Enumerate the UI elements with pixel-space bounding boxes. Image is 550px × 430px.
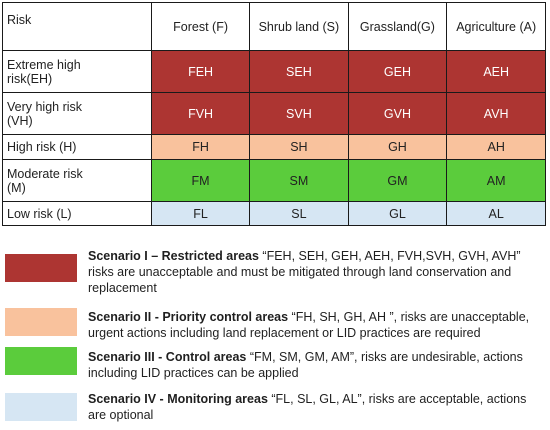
header-grassland: Grassland(G)	[347, 2, 448, 51]
row-low: Low risk (L) FL SL GL AL	[2, 201, 546, 226]
row-label-line1: Moderate risk	[7, 166, 83, 181]
cell-sm: SM	[249, 159, 349, 202]
cell-al: AL	[446, 201, 546, 226]
legend-swatch-scenario-4	[5, 393, 77, 421]
legend-title: Scenario III - Control areas	[88, 350, 247, 364]
cell-gl: GL	[347, 201, 448, 226]
cell-gh: GH	[347, 134, 448, 160]
cell-avh: AVH	[446, 92, 546, 135]
row-label: High risk (H)	[2, 134, 152, 160]
legend-description: “FM, SM, GM, AM”, risks are undesirable,…	[88, 350, 523, 380]
cell-sh: SH	[249, 134, 349, 160]
row-label: Very high risk (VH)	[2, 92, 152, 135]
cell-gm: GM	[347, 159, 448, 202]
row-label: Moderate risk (M)	[2, 159, 152, 202]
legend-text-scenario-1: Scenario I – Restricted areas “FEH, SEH,…	[88, 248, 543, 296]
cell-fvh: FVH	[150, 92, 251, 135]
legend-text-scenario-3: Scenario III - Control areas “FM, SM, GM…	[88, 349, 543, 381]
row-label: Extreme high risk(EH)	[2, 50, 152, 93]
cell-seh: SEH	[249, 50, 349, 93]
row-label-line2: (M)	[7, 180, 26, 195]
row-label-line1: Extreme high	[7, 57, 81, 72]
header-corner: Risk	[2, 2, 152, 51]
cell-aeh: AEH	[446, 50, 546, 93]
row-label-line2: risk(EH)	[7, 71, 53, 86]
table-header-row: Risk Forest (F) Shrub land (S) Grassland…	[2, 2, 546, 51]
legend-title: Scenario I – Restricted areas	[88, 249, 259, 263]
cell-fm: FM	[150, 159, 251, 202]
cell-svh: SVH	[249, 92, 349, 135]
legend-description: “FH, SH, GH, AH ”, risks are unacceptabl…	[88, 310, 530, 340]
legend-title: Scenario II - Priority control areas	[88, 310, 289, 324]
cell-ah: AH	[446, 134, 546, 160]
header-forest: Forest (F)	[150, 2, 251, 51]
legend-swatch-scenario-2	[5, 308, 77, 336]
legend-description: “FL, SL, GL, AL”, risks are acceptable, …	[88, 392, 527, 422]
row-moderate: Moderate risk (M) FM SM GM AM	[2, 159, 546, 202]
row-label: Low risk (L)	[2, 201, 152, 226]
cell-am: AM	[446, 159, 546, 202]
legend-description: “FEH, SEH, GEH, AEH, FVH,SVH, GVH, AVH” …	[88, 249, 521, 295]
cell-fl: FL	[150, 201, 251, 226]
legend-text-scenario-2: Scenario II - Priority control areas “FH…	[88, 309, 543, 341]
row-label-line1: Low risk (L)	[7, 206, 72, 221]
legend-text-scenario-4: Scenario IV - Monitoring areas “FL, SL, …	[88, 391, 543, 423]
header-shrub-land: Shrub land (S)	[249, 2, 349, 51]
cell-geh: GEH	[347, 50, 448, 93]
row-high: High risk (H) FH SH GH AH	[2, 134, 546, 160]
cell-feh: FEH	[150, 50, 251, 93]
row-very-high: Very high risk (VH) FVH SVH GVH AVH	[2, 92, 546, 135]
row-label-line2: (VH)	[7, 113, 33, 128]
legend-swatch-scenario-3	[5, 347, 77, 375]
cell-sl: SL	[249, 201, 349, 226]
header-agriculture: Agriculture (A)	[446, 2, 546, 51]
legend-swatch-scenario-1	[5, 254, 77, 282]
row-extreme-high: Extreme high risk(EH) FEH SEH GEH AEH	[2, 50, 546, 93]
row-label-line1: High risk (H)	[7, 140, 77, 154]
risk-matrix-table: Risk Forest (F) Shrub land (S) Grassland…	[2, 2, 546, 226]
legend-title: Scenario IV - Monitoring areas	[88, 392, 268, 406]
cell-gvh: GVH	[347, 92, 448, 135]
cell-fh: FH	[150, 134, 251, 160]
row-label-line1: Very high risk	[7, 99, 83, 114]
